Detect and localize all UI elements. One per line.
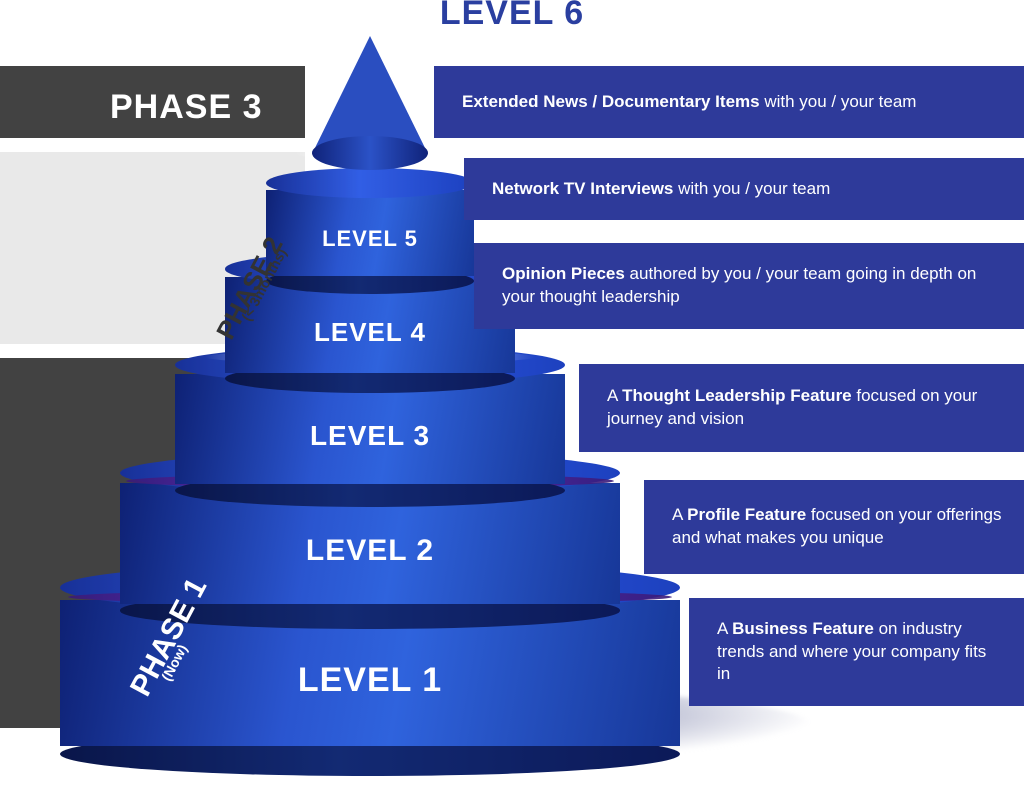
level4-desc-bold: Opinion Pieces	[502, 264, 625, 283]
level2-desc: A Profile Feature focused on your offeri…	[644, 480, 1024, 574]
level3-desc-bold: Thought Leadership Feature	[622, 386, 852, 405]
level1-desc-bold: Business Feature	[732, 619, 874, 638]
phase3-label: PHASE 3	[110, 88, 263, 127]
infographic-stage: PHASE 3 PHASE 2 (< 3months) PHASE 1 (Now…	[0, 0, 1024, 788]
level5-desc-bold: Network TV Interviews	[492, 179, 673, 198]
level2-desc-bold: Profile Feature	[687, 505, 806, 524]
tier-level6-apex	[312, 36, 428, 154]
level4-desc: Opinion Pieces authored by you / your te…	[474, 243, 1024, 329]
level1-desc-prefix: A	[717, 619, 732, 638]
level5-desc-rest: with you / your team	[673, 179, 830, 198]
level6-heading: LEVEL 6	[0, 0, 1024, 33]
level3-desc: A Thought Leadership Feature focused on …	[579, 364, 1024, 452]
gap-phase2-3	[295, 146, 445, 160]
level5-desc: Network TV Interviews with you / your te…	[464, 158, 1024, 220]
level2-desc-prefix: A	[672, 505, 687, 524]
level6-desc: Extended News / Documentary Items with y…	[434, 66, 1024, 138]
level6-desc-rest: with you / your team	[760, 92, 917, 111]
level1-desc: A Business Feature on industry trends an…	[689, 598, 1024, 706]
level3-desc-prefix: A	[607, 386, 622, 405]
level6-desc-bold: Extended News / Documentary Items	[462, 92, 760, 111]
